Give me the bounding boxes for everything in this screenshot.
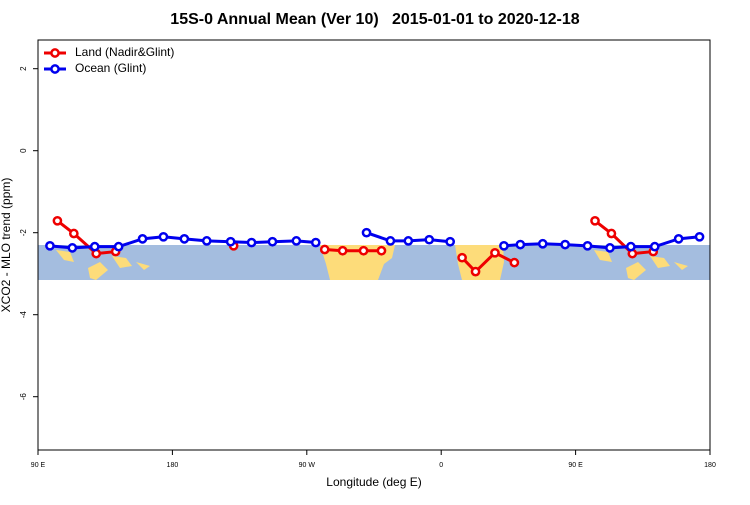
point — [509, 257, 520, 268]
point — [673, 234, 684, 244]
point — [52, 215, 63, 226]
legend-marker — [50, 48, 60, 58]
series-line — [594, 219, 654, 256]
point — [499, 240, 509, 251]
point — [137, 234, 148, 244]
x-axis-label: Longitude (deg E) — [326, 475, 421, 489]
x-tick-label: 180 — [167, 462, 179, 469]
point — [560, 239, 570, 250]
series-line — [324, 248, 382, 253]
point — [385, 236, 396, 246]
point — [424, 234, 435, 245]
series-line — [461, 250, 516, 274]
point — [606, 228, 617, 239]
point — [291, 236, 302, 246]
point — [45, 240, 55, 251]
legend-label: Ocean (Glint) — [75, 61, 146, 75]
point — [605, 243, 615, 253]
point — [225, 236, 236, 247]
x-tick-label: 90 E — [31, 462, 46, 469]
point — [337, 245, 348, 256]
point — [403, 236, 414, 246]
point — [246, 237, 257, 248]
point — [67, 243, 78, 253]
point — [319, 244, 330, 255]
point — [361, 227, 372, 238]
point — [649, 241, 660, 252]
y-tick-label: -2 — [19, 229, 28, 237]
series-line — [503, 235, 700, 250]
point — [358, 245, 369, 256]
plot-frame — [37, 39, 711, 451]
y-axis-label: XCO2 - MLO trend (ppm) — [0, 178, 13, 313]
point — [376, 245, 387, 256]
land-area — [56, 250, 150, 280]
land-area — [320, 245, 395, 280]
land-area — [594, 250, 688, 280]
x-tick-label: 90 W — [299, 462, 316, 469]
legend-label: Land (Nadir&Glint) — [75, 45, 174, 59]
y-tick-label: -4 — [19, 311, 28, 319]
point — [537, 238, 548, 249]
point — [470, 266, 481, 277]
y-tick-label: -6 — [19, 393, 28, 401]
chart-title: 15S-0 Annual Mean (Ver 10) 2015-01-01 to… — [170, 11, 579, 28]
point — [179, 234, 190, 244]
point — [490, 247, 500, 258]
y-tick-label: 2 — [19, 66, 28, 71]
point — [158, 231, 169, 242]
legend-marker — [50, 64, 60, 74]
point — [590, 215, 600, 226]
point — [445, 236, 456, 247]
point — [457, 252, 467, 263]
point — [515, 239, 526, 250]
x-tick-label: 90 E — [568, 462, 583, 469]
series-line — [56, 219, 116, 256]
point — [201, 236, 212, 246]
point — [582, 240, 593, 251]
point — [113, 241, 124, 252]
point — [310, 237, 321, 248]
point — [68, 228, 79, 239]
y-tick-label: 0 — [19, 148, 28, 153]
point — [626, 241, 636, 252]
point — [694, 231, 705, 242]
x-tick-label: 0 — [439, 462, 443, 469]
x-tick-label: 180 — [704, 462, 716, 469]
point — [89, 241, 100, 252]
point — [267, 236, 278, 247]
